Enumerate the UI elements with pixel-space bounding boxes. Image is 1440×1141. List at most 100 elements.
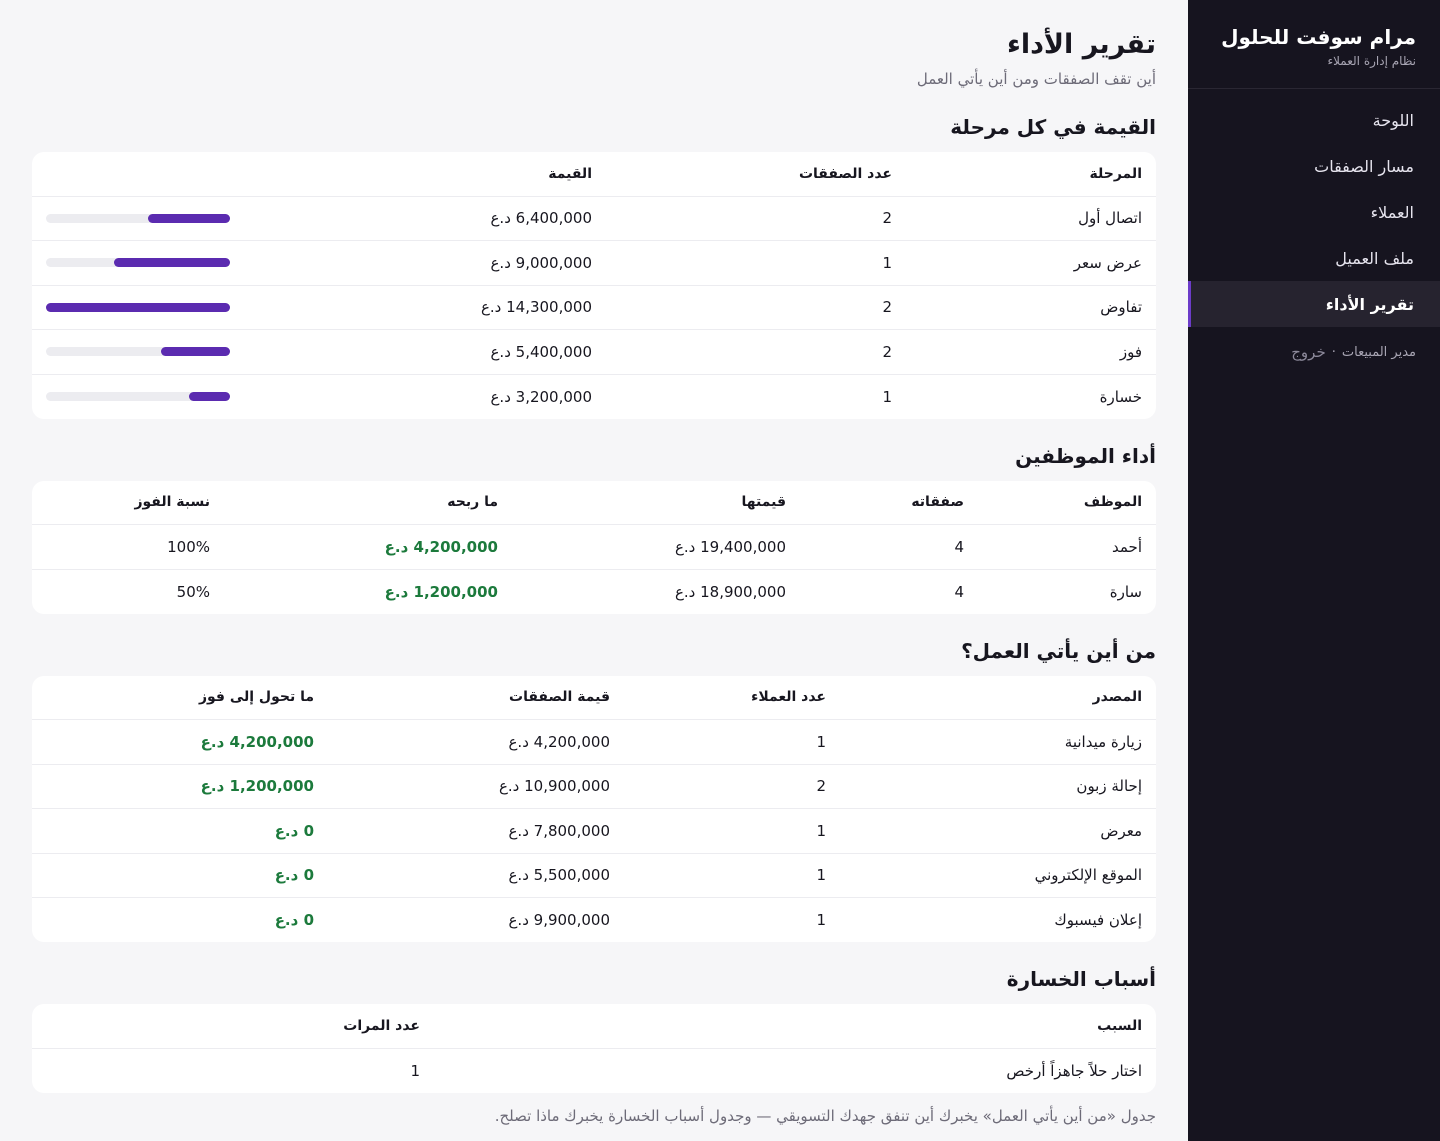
count-cell: 1 [606,240,906,286]
value-bar-cell [32,329,296,375]
sidebar-item-pipeline[interactable]: مسار الصفقات [1314,156,1414,176]
clients-cell: 1 [816,911,826,929]
brand-title: مرام سوفت للحلول [1221,25,1416,49]
reason-cell: اختار حلاً جاهزاً أرخص [1006,1061,1142,1080]
column-header: السبب [434,1004,1156,1049]
value-cell: 19,400,000 د.ع [512,524,800,570]
table-row: خسارة 1 3,200,000 د.ع [32,374,1156,419]
value-cell: 10,900,000 د.ع [328,764,624,809]
table-row: إعلان فيسبوك 1 9,900,000 د.ع 0 د.ع [32,898,1156,943]
stages-section-title: القيمة في كل مرحلة [950,115,1156,139]
page-subtitle: أين تقف الصفقات ومن أين يأتي العمل [916,70,1156,88]
value-cell: 3,200,000 د.ع [490,387,592,406]
brand: مرام سوفت للحلول نظام إدارة العملاء [1188,0,1440,89]
losses-card: السبب عدد المرات اختار حلاً جاهزاً أرخص 1 [32,1004,1156,1093]
sidebar-nav: اللوحة مسار الصفقات العملاء ملف العميل ت… [1188,89,1440,327]
sidebar-item-performance-report[interactable]: تقرير الأداء [1188,281,1440,327]
value-bar-track [46,213,230,223]
won-cell: 1,200,000 د.ع [384,582,498,601]
separator: · [1331,344,1336,360]
column-header: المصدر [840,675,1156,720]
source-cell: معرض [840,808,1156,854]
brand-subtitle: نظام إدارة العملاء [1327,54,1416,68]
times-cell: 1 [410,1061,420,1080]
table-row: فوز 2 5,400,000 د.ع [32,329,1156,375]
employees-table: الموظف صفقاته قيمتها ما ربحه نسبة الفوز … [32,480,1156,614]
sources-section-title: من أين يأتي العمل؟ [961,638,1156,663]
employee-name-cell: سارة [1109,582,1142,601]
count-cell: 2 [606,329,906,375]
column-header: الموظف [978,480,1156,525]
value-bar-fill [114,258,230,268]
clients-cell: 1 [624,719,840,765]
value-cell: 7,800,000 د.ع [328,808,624,854]
table-row: اختار حلاً جاهزاً أرخص 1 [32,1048,1156,1093]
won-cell: 0 د.ع [32,808,328,854]
sources-card: المصدر عدد العملاء قيمة الصفقات ما تحول … [32,675,1156,943]
sidebar-item-dashboard[interactable]: اللوحة [1372,110,1414,130]
value-bar-track [46,258,230,268]
main-content: تقرير الأداء أين تقف الصفقات ومن أين يأت… [32,29,1156,1125]
column-header: قيمة الصفقات [328,675,624,720]
source-cell: إحالة زبون [840,764,1156,809]
stage-cell: اتصال أول [906,196,1156,241]
value-cell: 9,000,000 د.ع [296,240,606,286]
count-cell: 2 [606,196,906,241]
value-bar-track [46,347,230,357]
page-title: تقرير الأداء [1007,29,1156,60]
table-row: إحالة زبون 2 10,900,000 د.ع 1,200,000 د.ع [32,764,1156,809]
losses-section-title: أسباب الخسارة [1006,967,1156,991]
stages-table: المرحلة عدد الصفقات القيمة اتصال أول 2 6,4… [32,152,1156,419]
value-bar-cell [32,285,296,330]
table-row: اتصال أول 2 6,400,000 د.ع [32,196,1156,241]
source-cell: إعلان فيسبوك [1054,911,1142,929]
win-rate-cell: 100% [32,524,224,570]
stages-card: المرحلة عدد الصفقات القيمة اتصال أول 2 6,4… [32,152,1156,419]
won-cell: 4,200,000 د.ع [224,524,512,570]
clients-cell: 2 [624,764,840,809]
value-cell: 4,200,000 د.ع [328,719,624,765]
sidebar-item-client-profile[interactable]: ملف العميل [1335,248,1414,268]
value-bar-track [46,392,230,401]
won-cell: 0 د.ع [274,911,314,929]
stage-cell: خسارة [1099,387,1142,406]
value-cell: 5,400,000 د.ع [296,329,606,375]
stage-cell: عرض سعر [906,240,1156,286]
clients-cell: 1 [624,808,840,854]
table-row: معرض 1 7,800,000 د.ع 0 د.ع [32,808,1156,854]
column-header: المرحلة [906,152,1156,197]
source-cell: الموقع الإلكتروني [840,853,1156,898]
value-cell: 9,900,000 د.ع [508,911,610,929]
value-cell: 14,300,000 د.ع [296,285,606,330]
count-cell: 1 [882,387,892,406]
won-cell: 1,200,000 د.ع [32,764,328,809]
table-row: الموقع الإلكتروني 1 5,500,000 د.ع 0 د.ع [32,853,1156,898]
user-row: مدير المبيعات · خروج [1188,327,1440,377]
value-cell: 6,400,000 د.ع [296,196,606,241]
won-cell: 0 د.ع [32,853,328,898]
column-header: القيمة [296,152,606,197]
value-bar-fill [147,213,230,223]
clients-cell: 1 [624,853,840,898]
stage-cell: تفاوض [906,285,1156,330]
value-bar-cell [32,374,296,419]
footer-note: جدول «من أين يأتي العمل» يخبرك أين تنفق … [494,1106,1156,1125]
column-header: عدد العملاء [624,675,840,720]
table-row: أحمد 4 19,400,000 د.ع 4,200,000 د.ع 100% [32,524,1156,570]
value-bar-fill [188,392,230,401]
losses-table: السبب عدد المرات اختار حلاً جاهزاً أرخص 1 [32,1004,1156,1093]
value-bar-track [46,302,230,312]
value-bar-fill [160,347,230,357]
logout-link[interactable]: خروج [1291,343,1326,361]
table-row: سارة 4 18,900,000 د.ع 1,200,000 د.ع 50% [32,569,1156,614]
won-cell: 4,200,000 د.ع [32,719,328,765]
column-header: صفقاته [800,480,978,525]
deals-cell: 4 [954,582,964,601]
employees-card: الموظف صفقاته قيمتها ما ربحه نسبة الفوز … [32,480,1156,614]
sidebar-item-clients[interactable]: العملاء [1370,202,1414,222]
user-role: مدير المبيعات [1341,344,1416,360]
employee-name-cell: أحمد [978,524,1156,570]
source-cell: زيارة ميدانية [840,719,1156,765]
value-bar-fill [46,302,230,312]
column-header: عدد المرات [32,1004,434,1049]
